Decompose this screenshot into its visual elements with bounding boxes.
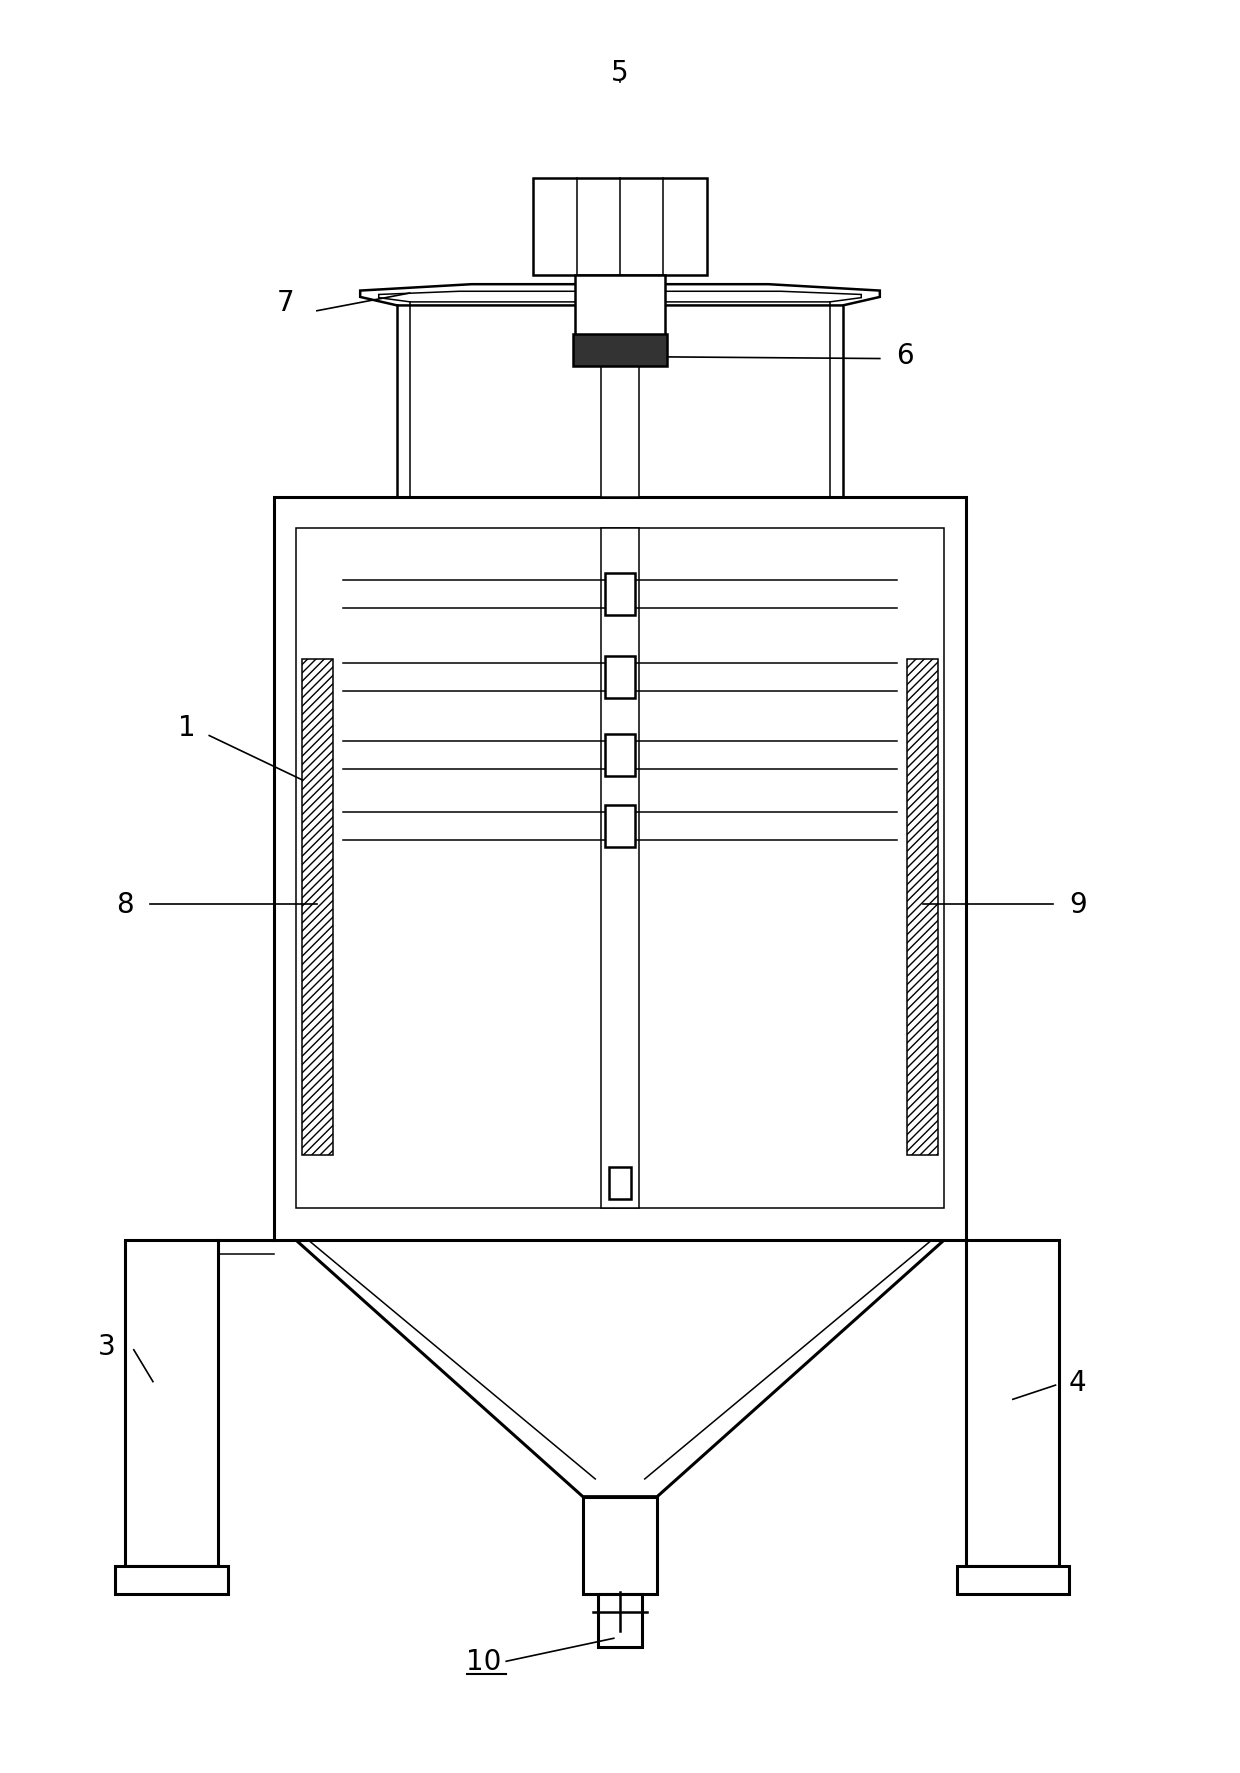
Text: 3: 3 [98,1333,115,1360]
Bar [115,1566,228,1594]
Bar [274,496,966,1241]
Bar [533,179,707,277]
Bar [605,573,635,615]
Bar [598,1594,642,1647]
Bar [605,805,635,847]
Text: 4: 4 [1069,1367,1086,1395]
Bar [125,1241,218,1566]
Text: 10: 10 [466,1647,502,1675]
Bar [906,660,937,1156]
Bar [303,660,334,1156]
Bar [296,528,944,1209]
Text: 8: 8 [117,890,134,918]
Bar [609,1168,631,1200]
Bar [573,335,667,367]
Bar [956,1566,1069,1594]
Text: 5: 5 [611,59,629,87]
Bar [605,656,635,699]
Bar [601,367,639,496]
Bar [575,277,665,339]
Text: 7: 7 [277,289,295,317]
Bar [966,1241,1059,1566]
Bar [605,734,635,777]
Bar [583,1496,657,1594]
Text: 9: 9 [1069,890,1086,918]
Text: 6: 6 [895,342,914,371]
Bar [601,528,639,1209]
Text: 1: 1 [179,713,196,741]
